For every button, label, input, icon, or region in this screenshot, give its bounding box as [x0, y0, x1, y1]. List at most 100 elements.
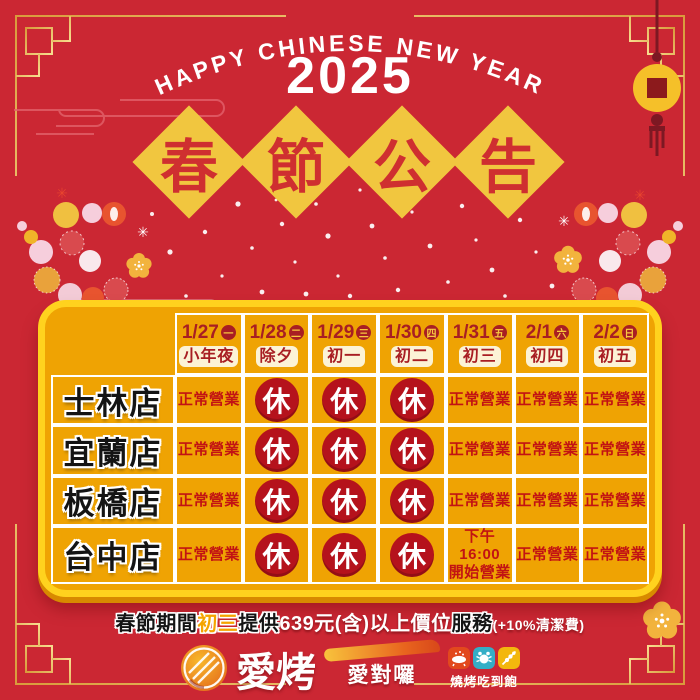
schedule-status-cell: 休 [310, 475, 379, 526]
schedule-status-cell: 正常營業 [513, 525, 582, 584]
schedule-date-header: 1/30 四初二 [378, 313, 446, 375]
schedule-status-cell: 正常營業 [175, 525, 243, 584]
status-text: 正常營業 [177, 391, 240, 409]
schedule-status-cell: 休 [242, 525, 311, 584]
closed-badge: 休 [389, 378, 434, 423]
lunar-day-label: 初三 [458, 345, 501, 367]
schedule-table: 1/27 一小年夜 1/28 二除夕 1/29 三初一 1/30 四初二 1/31 五初三 2/1 六… [38, 300, 662, 597]
schedule-status-cell: 正常營業 [175, 375, 243, 426]
schedule-status-cell: 正常營業 [581, 375, 649, 426]
date-line: 1/31 五 [453, 322, 507, 344]
closed-badge: 休 [322, 478, 367, 523]
lunar-day-label: 初二 [390, 345, 433, 367]
schedule-status-cell: 休 [378, 375, 446, 426]
closed-badge: 休 [254, 478, 299, 523]
date-text: 1/31 [452, 321, 490, 343]
notice-line: 春節期間初三提供639元(含)以上價位服務(+10%清潔費) [0, 607, 700, 636]
schedule-status-cell: 正常營業 [581, 425, 649, 476]
weekday-badge: 四 [423, 325, 439, 340]
plum-blossom-left [126, 253, 152, 278]
title-diamond-3: 公 [345, 105, 459, 219]
closed-badge: 休 [389, 428, 434, 473]
brand-name-sub: 愛對囉 [347, 664, 417, 687]
date-text: 1/30 [385, 321, 422, 343]
weekday-badge: 二 [288, 325, 304, 340]
schedule-corner-cell [51, 313, 175, 375]
status-text: 正常營業 [516, 545, 579, 563]
weekday-badge: 五 [491, 325, 507, 340]
brand-sub-block: 愛對囉 [323, 638, 441, 689]
notice-part-6: (+10%清潔費) [492, 617, 585, 633]
schedule-date-header: 1/28 二除夕 [242, 313, 311, 375]
schedule-status-cell: 休 [242, 425, 311, 476]
schedule-status-cell: 休 [310, 525, 379, 584]
svg-text:✳: ✳ [558, 213, 570, 229]
status-text: 正常營業 [516, 491, 579, 509]
schedule-status-cell: 正常營業 [445, 425, 514, 476]
brand-tag-block: 燒烤吃到飽 [448, 647, 520, 690]
schedule-status-cell: 正常營業 [175, 475, 243, 526]
status-text: 正常營業 [177, 441, 240, 459]
schedule-date-header: 2/1 六初四 [513, 313, 582, 375]
schedule-status-cell: 正常營業 [445, 375, 514, 426]
schedule-status-cell: 下午16:00 開始營業 [445, 525, 514, 584]
lunar-day-label: 除夕 [255, 345, 298, 367]
crab-icon [473, 647, 495, 669]
status-text: 下午16:00 開始營業 [448, 527, 511, 581]
title-char-1: 春 [159, 135, 218, 200]
schedule-status-cell: 正常營業 [581, 525, 649, 584]
status-text: 正常營業 [177, 545, 240, 563]
cluster-right [571, 201, 684, 310]
status-text: 正常營業 [177, 491, 240, 509]
closed-badge: 休 [254, 532, 299, 577]
status-text: 正常營業 [448, 491, 511, 509]
schedule-status-cell: 休 [242, 375, 311, 426]
date-line: 2/2 日 [593, 322, 637, 344]
closed-badge: 休 [254, 378, 299, 423]
schedule-status-cell: 正常營業 [513, 425, 582, 476]
grill-icon [448, 647, 470, 669]
weekday-badge: 六 [554, 325, 570, 340]
notice-part-1: 春節期間 [115, 613, 198, 635]
title-diamond-1: 春 [132, 105, 246, 219]
brand-logo-icon [181, 645, 227, 691]
date-text: 1/28 [249, 321, 287, 343]
closed-badge: 休 [389, 478, 434, 523]
store-name-cell: 台中店 [51, 525, 175, 584]
brand-icons-row [448, 647, 520, 669]
lunar-day-label: 小年夜 [179, 345, 239, 367]
schedule-date-header: 1/27 一小年夜 [175, 313, 243, 375]
weekday-badge: 日 [621, 325, 637, 340]
schedule-status-cell: 正常營業 [513, 475, 582, 526]
date-line: 1/28 二 [250, 322, 304, 344]
title-diamond-4: 告 [451, 105, 565, 219]
year-title: 2025 [286, 47, 414, 105]
date-text: 1/27 [181, 321, 219, 343]
schedule-date-header: 2/2 日初五 [581, 313, 649, 375]
skewer-icon [498, 647, 520, 669]
schedule-status-cell: 正常營業 [175, 425, 243, 476]
lunar-day-label: 初四 [526, 345, 569, 367]
brand-tagline: 燒烤吃到飽 [450, 675, 518, 689]
schedule-date-header: 1/31 五初三 [445, 313, 514, 375]
schedule-status-cell: 休 [378, 425, 446, 476]
weekday-badge: 三 [356, 325, 372, 340]
plum-blossom-right [554, 245, 582, 273]
closed-badge: 休 [322, 378, 367, 423]
status-text: 正常營業 [448, 441, 511, 459]
brand-name-main: 愛烤 [236, 651, 316, 695]
date-line: 1/29 三 [317, 322, 372, 344]
brand-footer: 愛烤 愛對囉 [0, 638, 700, 695]
store-name-cell: 士林店 [51, 375, 175, 426]
date-line: 2/1 六 [525, 321, 570, 344]
closed-badge: 休 [389, 532, 434, 577]
schedule-status-cell: 休 [378, 475, 446, 526]
schedule-status-cell: 休 [310, 375, 379, 426]
date-text: 2/1 [525, 321, 553, 343]
status-text: 正常營業 [584, 391, 647, 409]
schedule-status-cell: 正常營業 [513, 375, 582, 426]
schedule-status-cell: 正常營業 [581, 475, 649, 526]
status-text: 正常營業 [584, 545, 647, 563]
notice-part-2: 初三 [197, 613, 239, 635]
